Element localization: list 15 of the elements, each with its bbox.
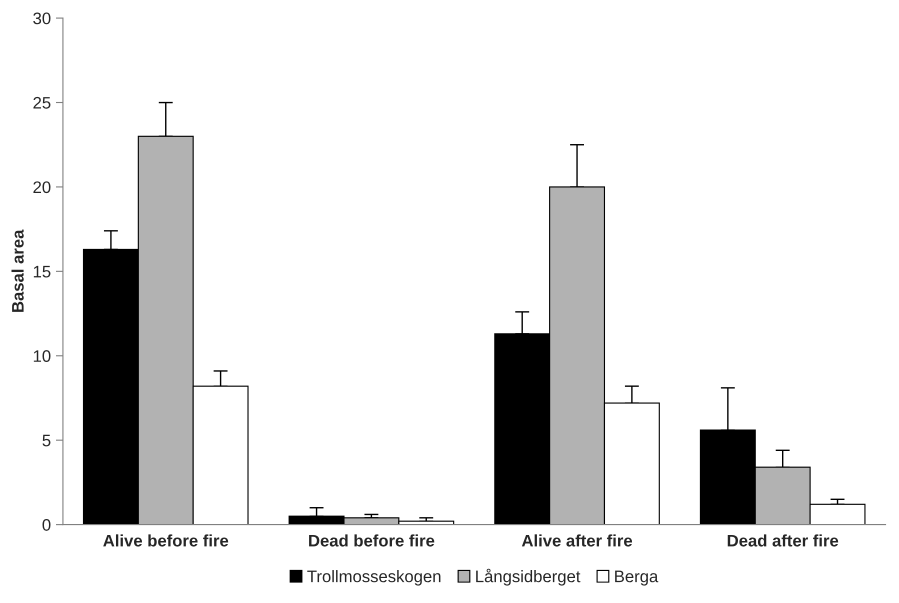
x-tick-label: Alive before fire	[103, 534, 228, 547]
y-tick-label: 15	[34, 266, 50, 278]
x-tick-label: Alive after fire	[522, 534, 632, 547]
x-tick-label: Dead after fire	[728, 534, 838, 547]
legend-label: Trollmosseskogen	[307, 570, 440, 586]
legend-label: Berga	[615, 570, 658, 586]
y-tick-label: 0	[42, 519, 50, 531]
y-tick-label: 20	[33, 181, 50, 194]
y-axis-title: Basal area	[11, 230, 24, 312]
legend-label: Långsidberget	[476, 568, 580, 586]
y-tick-label: 5	[42, 434, 50, 446]
x-tick-label: Dead before fire	[309, 534, 434, 547]
y-tick-label: 30	[33, 12, 50, 24]
y-tick-label: 10	[34, 350, 50, 362]
y-tick-label: 25	[33, 96, 50, 109]
